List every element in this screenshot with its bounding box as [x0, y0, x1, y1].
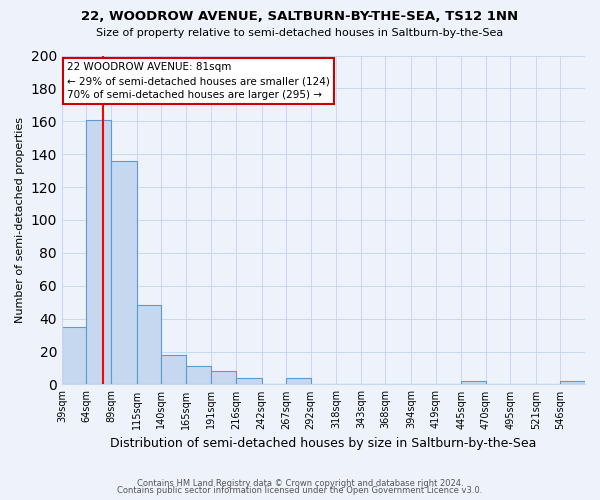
X-axis label: Distribution of semi-detached houses by size in Saltburn-by-the-Sea: Distribution of semi-detached houses by …: [110, 437, 536, 450]
Bar: [236, 378, 262, 384]
Bar: [111, 161, 137, 384]
Text: Contains public sector information licensed under the Open Government Licence v3: Contains public sector information licen…: [118, 486, 482, 495]
Bar: [137, 306, 161, 384]
Bar: [211, 372, 236, 384]
Bar: [286, 378, 311, 384]
Text: Contains HM Land Registry data © Crown copyright and database right 2024.: Contains HM Land Registry data © Crown c…: [137, 478, 463, 488]
Bar: [86, 120, 111, 384]
Bar: [161, 355, 186, 384]
Bar: [186, 366, 211, 384]
Bar: [560, 381, 585, 384]
Y-axis label: Number of semi-detached properties: Number of semi-detached properties: [15, 117, 25, 323]
Text: 22, WOODROW AVENUE, SALTBURN-BY-THE-SEA, TS12 1NN: 22, WOODROW AVENUE, SALTBURN-BY-THE-SEA,…: [82, 10, 518, 23]
Text: Size of property relative to semi-detached houses in Saltburn-by-the-Sea: Size of property relative to semi-detach…: [97, 28, 503, 38]
Bar: [62, 327, 86, 384]
Text: 22 WOODROW AVENUE: 81sqm
← 29% of semi-detached houses are smaller (124)
70% of : 22 WOODROW AVENUE: 81sqm ← 29% of semi-d…: [67, 62, 330, 100]
Bar: [461, 381, 485, 384]
